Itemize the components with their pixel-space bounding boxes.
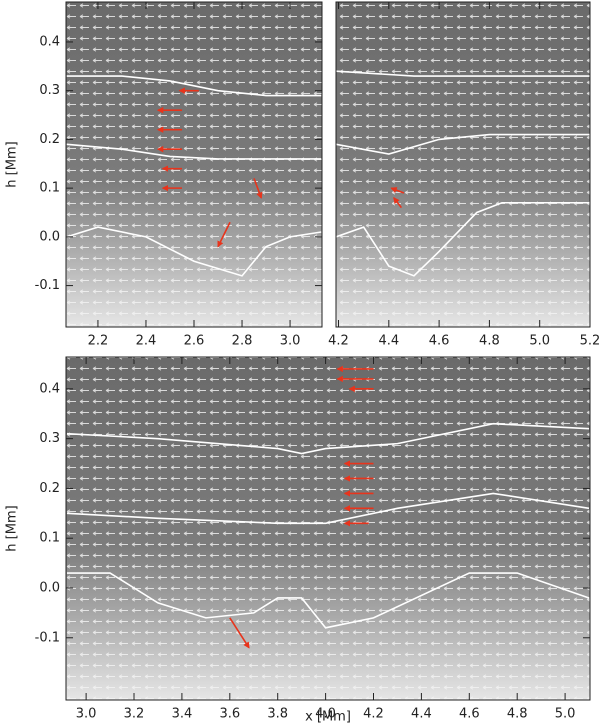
x-axis-label: x [Mm]: [305, 710, 351, 725]
x-tick-label: 3.0: [76, 707, 97, 722]
axes-frame: [335, 1, 591, 328]
x-tick-label: 4.8: [479, 334, 500, 349]
highlight-vector: [217, 221, 231, 248]
x-tick-label: 4.2: [363, 707, 384, 722]
x-tick-label: 2.6: [184, 334, 205, 349]
highlight-vector: [390, 187, 405, 194]
y-tick-label: -0.1: [35, 630, 60, 645]
contour-line: [66, 143, 322, 160]
x-tick-label: 3.4: [172, 707, 193, 722]
highlight-vector: [229, 617, 250, 649]
x-tick-label: 4.4: [411, 707, 432, 722]
velocity-field: [66, 357, 590, 700]
y-tick-label: 0.3: [39, 83, 60, 98]
y-tick-label: 0.2: [39, 481, 60, 496]
x-tick-label: 4.6: [459, 707, 480, 722]
y-tick-label: 0.4: [39, 381, 60, 396]
contour-line: [66, 572, 590, 629]
x-tick-label: 2.2: [88, 334, 109, 349]
y-tick-label: 0.0: [39, 580, 60, 595]
x-tick-label: 3.2: [124, 707, 145, 722]
y-tick-label: 0.4: [39, 34, 60, 49]
x-tick-label: 4.0: [315, 707, 336, 722]
y-tick-label: 0.2: [39, 132, 60, 147]
x-tick-label: 5.2: [580, 334, 600, 349]
velocity-field: [66, 2, 322, 327]
x-tick-label: 5.0: [555, 707, 576, 722]
x-tick-label: 2.4: [136, 334, 157, 349]
x-tick-label: 4.6: [429, 334, 450, 349]
contour-line: [66, 75, 322, 97]
plot-area: [66, 2, 322, 327]
velocity-field: [336, 2, 590, 327]
highlight-vector: [393, 197, 403, 209]
y-axis-label: h [Mm]: [5, 141, 20, 187]
x-tick-label: 2.8: [232, 334, 253, 349]
contour-line: [336, 133, 590, 155]
y-tick-label: 0.1: [39, 181, 60, 196]
y-tick-label: 0.3: [39, 431, 60, 446]
x-tick-label: 5.0: [529, 334, 550, 349]
contour-line: [66, 422, 590, 455]
contour-line: [66, 492, 590, 525]
y-tick-label: 0.1: [39, 531, 60, 546]
x-tick-label: 4.2: [328, 334, 349, 349]
contour-line: [336, 201, 590, 277]
y-tick-label: 0.0: [39, 229, 60, 244]
x-tick-label: 3.6: [219, 707, 240, 722]
x-tick-label: 3.0: [280, 334, 301, 349]
contour-line: [66, 226, 322, 277]
plot-area: [66, 357, 590, 700]
y-axis-label: h [Mm]: [5, 505, 20, 551]
y-tick-label: -0.1: [35, 278, 60, 293]
axes-frame: [65, 356, 591, 701]
highlight-vector: [253, 178, 263, 199]
plot-area: [336, 2, 590, 327]
x-tick-label: 4.4: [378, 334, 399, 349]
x-tick-label: 4.8: [507, 707, 528, 722]
contour-line: [336, 70, 590, 77]
x-tick-label: 3.8: [267, 707, 288, 722]
